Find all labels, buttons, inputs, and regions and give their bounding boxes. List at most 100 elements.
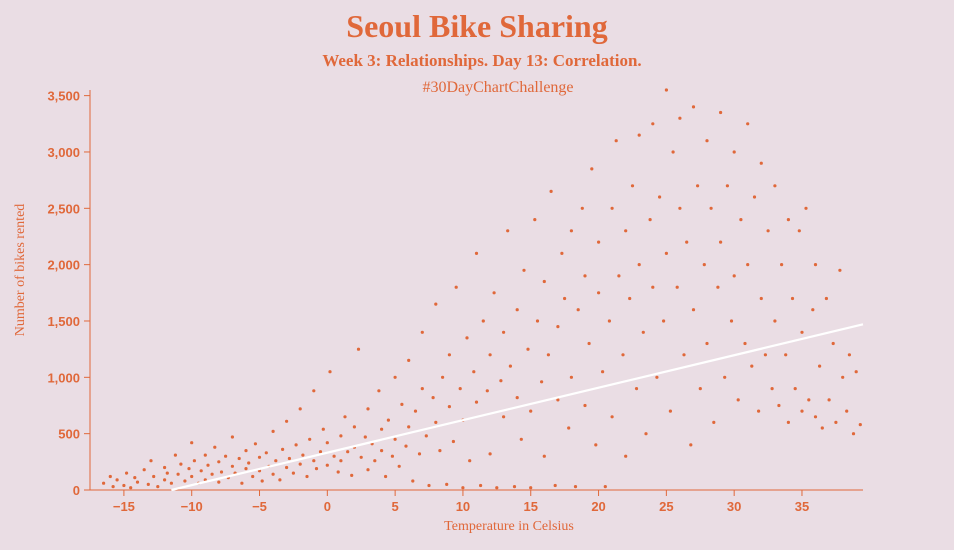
data-point — [529, 486, 533, 490]
data-point — [845, 409, 849, 413]
data-point — [540, 380, 544, 384]
data-point — [192, 459, 196, 463]
data-point — [723, 375, 727, 379]
x-tick-label: 35 — [795, 499, 809, 514]
data-point — [729, 319, 734, 323]
x-tick-label: 25 — [659, 499, 673, 514]
data-point — [807, 398, 811, 402]
data-point — [244, 467, 248, 471]
data-point — [746, 263, 750, 267]
data-point — [213, 445, 217, 449]
data-point — [454, 285, 458, 289]
data-point — [217, 460, 221, 464]
data-point — [384, 474, 388, 479]
data-point — [515, 308, 519, 312]
data-point — [811, 308, 815, 312]
data-point — [390, 454, 394, 458]
data-point — [685, 240, 689, 244]
data-point — [542, 454, 546, 458]
y-tick-label: 1,000 — [47, 370, 80, 385]
data-point — [655, 375, 659, 379]
data-point — [312, 389, 316, 393]
data-point — [339, 459, 343, 463]
data-point — [187, 467, 191, 471]
data-point — [179, 462, 183, 466]
data-point — [393, 375, 397, 379]
data-point — [800, 409, 804, 413]
data-point — [838, 268, 842, 272]
data-point — [854, 370, 858, 374]
data-point — [190, 441, 194, 445]
data-point — [576, 308, 580, 312]
data-point — [594, 443, 598, 447]
data-point — [499, 379, 503, 383]
chart-hashtag: #30DayChartChallenge — [422, 79, 574, 96]
data-point — [800, 330, 804, 334]
data-point — [725, 184, 730, 188]
data-point — [553, 483, 557, 488]
data-point — [813, 263, 818, 267]
data-point — [278, 478, 282, 482]
y-tick-label: 2,500 — [47, 201, 80, 216]
trend-layer — [171, 323, 864, 492]
data-point — [773, 319, 777, 323]
y-tick-label: 3,500 — [47, 89, 80, 104]
data-point — [583, 274, 587, 278]
data-point — [190, 474, 194, 479]
data-point — [732, 274, 736, 278]
data-point — [163, 478, 167, 482]
data-point — [847, 353, 852, 357]
data-point — [773, 184, 777, 188]
axes-layer: −15 −10 −5 0 5 10 15 20 25 30 35 0 500 1,000 1,500 2,00… — [47, 89, 863, 514]
x-tick-label: 5 — [392, 499, 399, 514]
x-tick-label: 30 — [727, 499, 741, 514]
data-point — [176, 472, 180, 476]
data-point — [641, 330, 645, 334]
data-point — [393, 437, 397, 441]
data-point — [434, 302, 438, 306]
data-point — [569, 375, 574, 379]
data-point — [858, 423, 862, 427]
data-point — [468, 459, 472, 463]
data-point — [404, 444, 408, 448]
data-point — [253, 442, 257, 446]
data-point — [797, 229, 801, 233]
data-point — [719, 110, 723, 115]
data-point — [142, 468, 146, 472]
data-point — [590, 167, 594, 171]
data-point — [637, 263, 641, 267]
data-point — [352, 425, 356, 429]
data-point — [668, 409, 673, 413]
data-point — [312, 459, 316, 463]
data-point — [380, 449, 384, 453]
data-point — [535, 319, 540, 323]
data-point — [260, 479, 264, 483]
data-point — [813, 415, 818, 419]
data-point — [314, 467, 319, 471]
data-point — [662, 319, 666, 323]
data-point — [102, 481, 106, 485]
data-point — [617, 274, 621, 278]
data-point — [651, 285, 655, 289]
data-point — [691, 308, 696, 312]
data-point — [111, 485, 115, 489]
data-point — [763, 353, 768, 357]
data-point — [244, 449, 248, 453]
data-point — [502, 415, 506, 419]
data-point — [219, 470, 224, 474]
data-point — [203, 453, 207, 457]
chart-subtitle: Week 3: Relationships. Day 13: Correlati… — [322, 51, 642, 70]
data-point — [705, 341, 709, 346]
data-point — [373, 459, 377, 463]
data-point — [472, 370, 476, 374]
data-point — [427, 483, 431, 488]
data-point — [820, 426, 824, 430]
data-point — [696, 184, 700, 188]
data-point — [183, 479, 187, 483]
data-point — [492, 291, 496, 295]
data-point — [301, 453, 305, 457]
data-point — [224, 454, 228, 458]
x-tick-label: −10 — [181, 499, 203, 514]
data-point — [287, 456, 291, 461]
